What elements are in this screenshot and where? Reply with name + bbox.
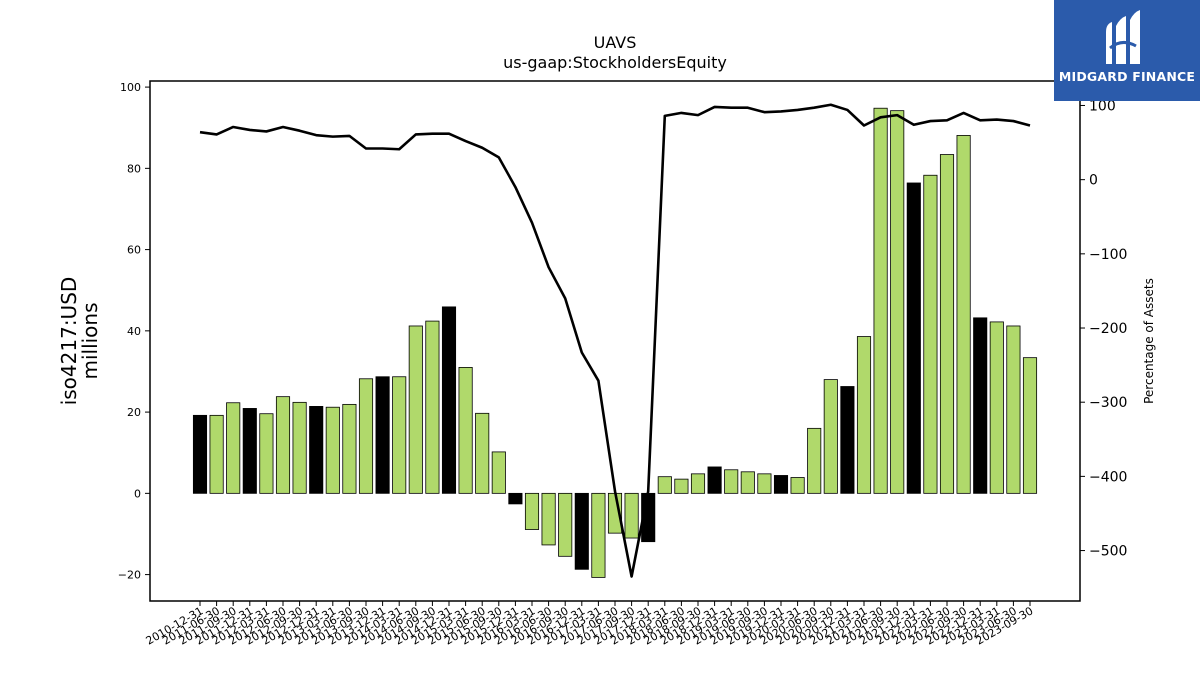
bar-2012-06-30: [275, 396, 291, 494]
y-axis-label: millions: [78, 302, 102, 379]
bar-2022-12-31: [973, 317, 988, 494]
chart-subtitle: us-gaap:StockholdersEquity: [503, 53, 727, 72]
y2-tick-label: −400: [1089, 469, 1127, 485]
y-tick-label: −20: [118, 569, 141, 582]
bar-2015-06-30: [475, 412, 490, 494]
bar-2011-12-31: [242, 408, 257, 494]
y2-tick-label: −100: [1089, 247, 1127, 263]
y-tick-label: 80: [127, 162, 141, 175]
y2-axis-label: Percentage of Assets: [1142, 278, 1156, 404]
bar-2019-03-31: [724, 469, 739, 494]
line-series: [199, 103, 1031, 578]
bar-2016-06-30: [541, 492, 556, 546]
bar-2019-09-30: [757, 473, 772, 494]
bar-series: [192, 107, 1038, 578]
y2-tick-label: −300: [1089, 395, 1127, 411]
bar-2018-09-30: [690, 473, 706, 494]
bar-2022-03-31: [923, 174, 938, 494]
y2-tick-label: 100: [1089, 98, 1116, 114]
bar-2012-09-30: [292, 401, 307, 494]
bar-2015-09-30: [491, 451, 506, 494]
bar-2016-03-31: [524, 492, 540, 530]
bar-2022-06-30: [939, 154, 955, 494]
bar-2018-12-31: [707, 466, 722, 494]
bar-2022-09-30: [956, 135, 971, 494]
bar-2020-06-30: [807, 427, 822, 494]
bar-2014-06-30: [408, 325, 423, 494]
bar-2010-12-31: [192, 414, 208, 494]
y2-tick-label: −500: [1089, 544, 1127, 560]
bar-2013-06-30: [342, 403, 357, 494]
bar-2019-06-30: [740, 471, 755, 494]
bar-2013-12-31: [375, 376, 390, 494]
bar-2018-06-30: [674, 478, 689, 494]
bar-2019-12-31: [773, 475, 789, 494]
bar-2021-06-30: [873, 107, 888, 494]
bar-2014-12-31: [441, 306, 457, 494]
bar-2013-03-31: [325, 406, 340, 494]
bar-2016-09-30: [558, 492, 573, 557]
bar-2018-03-31: [657, 476, 672, 494]
bar-2013-09-30: [358, 378, 374, 494]
bar-2017-09-30: [624, 492, 639, 539]
y-tick-label: 60: [127, 244, 141, 257]
bar-2012-12-31: [309, 406, 324, 494]
percentage-of-assets-line: [199, 103, 1031, 578]
bar-2015-03-31: [458, 367, 473, 494]
bar-2011-09-30: [226, 402, 241, 494]
bar-2016-12-31: [574, 492, 589, 570]
y2-tick-label: −200: [1089, 321, 1127, 337]
logo-text: MIDGARD FINANCE: [1058, 69, 1196, 84]
axes: −20020406080100−500−400−300−200−10001002…: [57, 80, 1156, 648]
bar-2014-09-30: [425, 320, 440, 494]
bar-2023-09-30: [1022, 357, 1038, 494]
bar-2023-03-31: [989, 321, 1004, 494]
bar-2015-12-31: [508, 492, 523, 505]
logo-mark-icon: [1106, 10, 1140, 64]
bar-2017-03-31: [591, 492, 606, 578]
bar-2012-03-31: [259, 413, 274, 494]
y2-tick-label: 0: [1089, 173, 1098, 189]
chart-title: UAVS: [594, 33, 637, 52]
bar-2011-06-30: [209, 414, 224, 494]
y-tick-label: 0: [134, 487, 141, 500]
bar-2021-12-31: [906, 182, 921, 494]
bar-2020-12-31: [840, 386, 855, 494]
bar-2020-09-30: [823, 379, 838, 494]
y-tick-label: 100: [120, 81, 141, 94]
bar-2020-03-31: [790, 477, 805, 494]
bar-2014-03-31: [392, 376, 407, 494]
brand-logo: MIDGARD FINANCE: [1054, 0, 1200, 101]
bar-2021-09-30: [890, 110, 905, 494]
bar-2023-06-30: [1006, 325, 1021, 494]
bar-2021-03-31: [856, 336, 872, 494]
y-tick-label: 40: [127, 325, 141, 338]
y-axis-label: iso4217:USD: [57, 277, 81, 406]
y-tick-label: 20: [127, 406, 141, 419]
